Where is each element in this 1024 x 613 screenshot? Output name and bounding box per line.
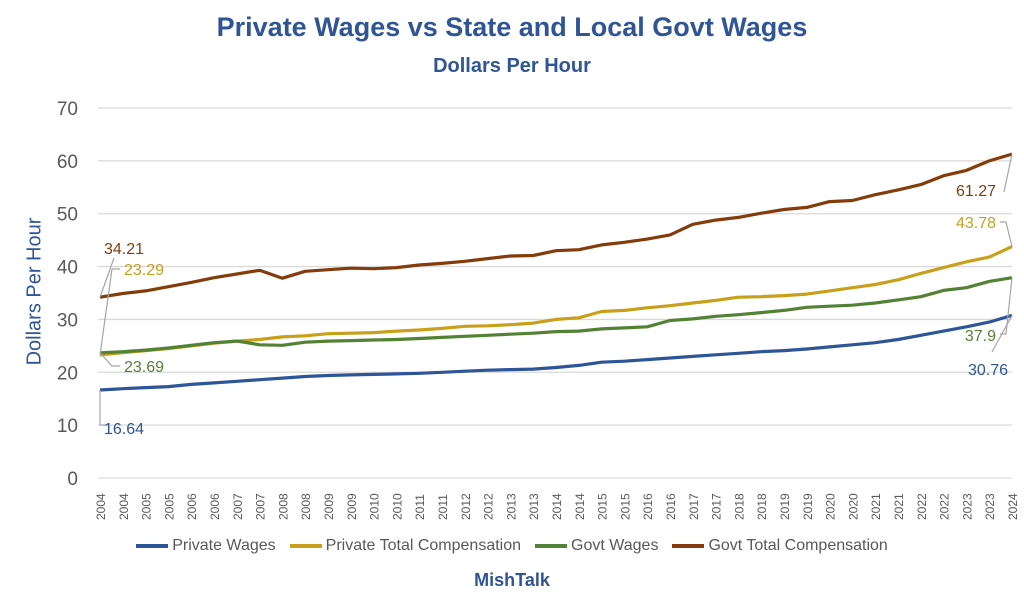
y-tick-label: 40	[57, 258, 78, 279]
legend-item-govt-total-comp: Govt Total Compensation	[672, 537, 888, 555]
x-tick-label: 2023	[983, 493, 997, 520]
x-tick-label: 2020	[824, 493, 838, 520]
y-tick-label: 60	[57, 152, 78, 173]
y-tick-label: 0	[67, 469, 78, 490]
x-tick-label: 2013	[504, 493, 518, 520]
data-label-leader-line	[1000, 277, 1013, 335]
x-tick-label: 2004	[117, 493, 131, 520]
data-label: 23.69	[124, 359, 164, 376]
data-label-leader-line	[99, 352, 120, 367]
x-tick-label: 2007	[254, 493, 268, 520]
series-line-govt-total-compensation	[99, 152, 1013, 299]
legend-swatch	[136, 544, 169, 548]
data-label-leader-line	[1000, 221, 1013, 247]
x-tick-label: 2023	[960, 493, 974, 520]
x-tick-label: 2011	[413, 494, 427, 520]
x-tick-label: 2010	[390, 493, 404, 520]
x-tick-label: 2015	[596, 493, 610, 520]
legend-item-private-wages: Private Wages	[136, 537, 276, 555]
data-label-leader-line	[99, 390, 106, 426]
x-tick-label: 2008	[299, 493, 313, 520]
legend-label: Private Wages	[172, 537, 276, 554]
x-tick-label: 2010	[368, 493, 382, 520]
data-label-leader-line	[1003, 154, 1013, 193]
legend-item-private-total-comp: Private Total Compensation	[289, 537, 522, 555]
legend-swatch	[289, 544, 322, 548]
x-tick-label: 2019	[801, 493, 815, 520]
x-tick-label: 2006	[185, 493, 199, 520]
chart-subtitle: Dollars Per Hour	[433, 55, 591, 77]
x-tick-label: 2014	[550, 493, 564, 520]
y-tick-label: 30	[57, 310, 78, 331]
x-tick-label: 2021	[892, 493, 906, 520]
data-label: 34.21	[104, 241, 144, 258]
legend-label: Govt Total Compensation	[708, 537, 888, 554]
legend-swatch	[535, 544, 568, 548]
x-tick-label: 2011	[436, 494, 450, 520]
series-line-private-total-compensation	[99, 245, 1013, 357]
x-tick-label: 2009	[345, 493, 359, 520]
legend: Private Wages Private Total Compensation…	[0, 537, 1024, 555]
x-tick-label: 2016	[664, 493, 678, 520]
data-label-leader-line	[99, 257, 115, 298]
x-tick-label: 2013	[527, 493, 541, 520]
y-tick-label: 10	[57, 416, 78, 437]
legend-label: Govt Wages	[571, 537, 659, 554]
series-line-govt-wages	[99, 276, 1013, 355]
series-line-private-wages	[99, 313, 1013, 392]
x-tick-label: 2016	[641, 493, 655, 520]
x-tick-label: 2020	[846, 493, 860, 520]
x-tick-label: 2004	[94, 493, 108, 520]
x-tick-label: 2006	[208, 493, 222, 520]
x-tick-label: 2018	[732, 493, 746, 520]
x-tick-label: 2014	[573, 493, 587, 520]
x-tick-label: 2017	[710, 493, 724, 520]
data-label: 43.78	[956, 215, 996, 232]
chart-title: Private Wages vs State and Local Govt Wa…	[216, 12, 808, 42]
x-tick-label: 2012	[459, 493, 473, 520]
x-tick-label: 2015	[618, 493, 632, 520]
x-tick-label: 2021	[869, 493, 883, 520]
source-label: MishTalk	[474, 570, 550, 590]
x-tick-label: 2007	[231, 493, 245, 520]
x-tick-label: 2018	[755, 493, 769, 520]
x-tick-label: 2005	[140, 493, 154, 520]
x-tick-label: 2019	[778, 493, 792, 520]
y-tick-label: 70	[57, 99, 78, 120]
data-label: 61.27	[956, 183, 996, 200]
x-tick-label: 2024	[1006, 493, 1020, 520]
x-tick-label: 2022	[938, 493, 952, 520]
legend-item-govt-wages: Govt Wages	[535, 537, 658, 555]
data-label: 37.9	[965, 328, 996, 345]
data-label: 16.64	[104, 421, 144, 438]
x-tick-label: 2022	[915, 493, 929, 520]
y-tick-label: 50	[57, 205, 78, 226]
data-label: 23.29	[124, 262, 164, 279]
x-tick-label: 2009	[322, 493, 336, 520]
x-tick-label: 2012	[482, 493, 496, 520]
x-tick-label: 2005	[162, 493, 176, 520]
data-label: 30.76	[968, 362, 1008, 379]
x-tick-label: 2008	[276, 493, 290, 520]
legend-label: Private Total Compensation	[325, 537, 522, 554]
legend-swatch	[672, 544, 705, 548]
data-label-leader-line	[99, 268, 120, 355]
x-tick-label: 2017	[687, 493, 701, 520]
y-tick-label: 20	[57, 363, 78, 384]
